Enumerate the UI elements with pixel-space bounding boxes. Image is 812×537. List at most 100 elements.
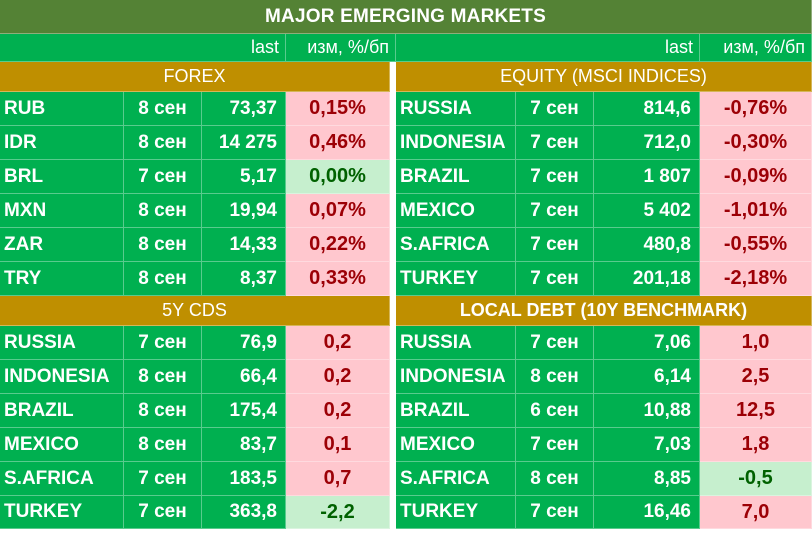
local_debt-row-name: MEXICO [396, 428, 516, 462]
forex-row-change: 0,22% [286, 228, 390, 262]
forex-row-name: BRL [0, 160, 124, 194]
column-separator [390, 394, 396, 428]
cds-row-last: 76,9 [202, 326, 286, 360]
forex-row-change: 0,00% [286, 160, 390, 194]
local_debt-row-last: 16,46 [594, 496, 700, 529]
section-local-debt: LOCAL DEBT (10Y BENCHMARK) [396, 296, 812, 326]
local_debt-row-last: 7,03 [594, 428, 700, 462]
cds-row-change: 0,2 [286, 394, 390, 428]
cds-row-date: 7 сен [124, 326, 202, 360]
column-separator [390, 228, 396, 262]
local_debt-row-date: 8 сен [516, 360, 594, 394]
column-separator [390, 360, 396, 394]
local_debt-row-change: 2,5 [700, 360, 812, 394]
cds-row-last: 363,8 [202, 496, 286, 529]
equity-row-date: 7 сен [516, 228, 594, 262]
column-separator [390, 326, 396, 360]
cds-row-last: 175,4 [202, 394, 286, 428]
local_debt-row-change: 1,0 [700, 326, 812, 360]
equity-row-change: -0,30% [700, 126, 812, 160]
left-change-header: изм, %/бп [286, 34, 396, 62]
section-equity: EQUITY (MSCI INDICES) [396, 62, 812, 92]
forex-row-date: 8 сен [124, 92, 202, 126]
left-last-header: last [0, 34, 286, 62]
column-separator [390, 428, 396, 462]
local_debt-row-last: 7,06 [594, 326, 700, 360]
local_debt-row-change: -0,5 [700, 462, 812, 496]
column-separator [390, 194, 396, 228]
local_debt-row-date: 7 сен [516, 428, 594, 462]
equity-row-date: 7 сен [516, 126, 594, 160]
equity-row-change: -0,76% [700, 92, 812, 126]
cds-row-last: 66,4 [202, 360, 286, 394]
local_debt-row-name: INDONESIA [396, 360, 516, 394]
local_debt-row-name: TURKEY [396, 496, 516, 529]
column-separator [390, 160, 396, 194]
local_debt-row-name: S.AFRICA [396, 462, 516, 496]
equity-row-last: 480,8 [594, 228, 700, 262]
local_debt-row-last: 6,14 [594, 360, 700, 394]
cds-row-last: 183,5 [202, 462, 286, 496]
forex-row-change: 0,15% [286, 92, 390, 126]
forex-row-date: 8 сен [124, 228, 202, 262]
equity-row-change: -0,55% [700, 228, 812, 262]
local_debt-row-date: 7 сен [516, 496, 594, 529]
cds-row-name: MEXICO [0, 428, 124, 462]
forex-row-last: 73,37 [202, 92, 286, 126]
column-separator [390, 296, 396, 326]
forex-row-name: IDR [0, 126, 124, 160]
equity-row-name: TURKEY [396, 262, 516, 296]
forex-row-last: 5,17 [202, 160, 286, 194]
equity-row-last: 712,0 [594, 126, 700, 160]
cds-row-change: 0,2 [286, 326, 390, 360]
equity-row-date: 7 сен [516, 160, 594, 194]
forex-row-date: 8 сен [124, 126, 202, 160]
local_debt-row-last: 8,85 [594, 462, 700, 496]
equity-row-date: 7 сен [516, 194, 594, 228]
forex-row-last: 14,33 [202, 228, 286, 262]
section-forex: FOREX [0, 62, 390, 92]
local_debt-row-change: 12,5 [700, 394, 812, 428]
cds-row-name: S.AFRICA [0, 462, 124, 496]
equity-row-last: 201,18 [594, 262, 700, 296]
cds-row-date: 8 сен [124, 394, 202, 428]
column-separator [390, 62, 396, 92]
equity-row-name: MEXICO [396, 194, 516, 228]
cds-row-date: 8 сен [124, 428, 202, 462]
column-separator [390, 496, 396, 529]
forex-row-change: 0,33% [286, 262, 390, 296]
cds-row-change: 0,7 [286, 462, 390, 496]
equity-row-last: 814,6 [594, 92, 700, 126]
forex-row-last: 19,94 [202, 194, 286, 228]
equity-row-change: -0,09% [700, 160, 812, 194]
equity-row-name: INDONESIA [396, 126, 516, 160]
equity-row-change: -1,01% [700, 194, 812, 228]
cds-row-name: BRAZIL [0, 394, 124, 428]
cds-row-change: -2,2 [286, 496, 390, 529]
column-separator [390, 262, 396, 296]
forex-row-name: RUB [0, 92, 124, 126]
local_debt-row-last: 10,88 [594, 394, 700, 428]
equity-row-name: S.AFRICA [396, 228, 516, 262]
forex-row-name: MXN [0, 194, 124, 228]
right-last-header: last [396, 34, 700, 62]
equity-row-last: 1 807 [594, 160, 700, 194]
local_debt-row-name: RUSSIA [396, 326, 516, 360]
equity-row-date: 7 сен [516, 92, 594, 126]
equity-row-date: 7 сен [516, 262, 594, 296]
equity-row-name: BRAZIL [396, 160, 516, 194]
column-separator [390, 126, 396, 160]
cds-row-change: 0,1 [286, 428, 390, 462]
table-title: MAJOR EMERGING MARKETS [0, 0, 812, 34]
cds-row-change: 0,2 [286, 360, 390, 394]
cds-row-last: 83,7 [202, 428, 286, 462]
local_debt-row-date: 6 сен [516, 394, 594, 428]
cds-row-name: INDONESIA [0, 360, 124, 394]
local_debt-row-date: 7 сен [516, 326, 594, 360]
equity-row-change: -2,18% [700, 262, 812, 296]
section-cds: 5Y CDS [0, 296, 390, 326]
forex-row-name: TRY [0, 262, 124, 296]
cds-row-date: 7 сен [124, 462, 202, 496]
cds-row-name: RUSSIA [0, 326, 124, 360]
